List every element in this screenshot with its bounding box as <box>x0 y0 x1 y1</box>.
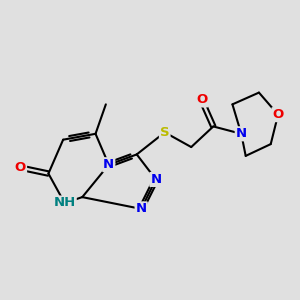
Text: N: N <box>236 127 247 140</box>
Text: N: N <box>103 158 114 171</box>
Text: N: N <box>150 173 161 186</box>
Text: NH: NH <box>53 196 76 209</box>
Text: N: N <box>136 202 147 215</box>
Text: S: S <box>160 126 169 139</box>
Text: O: O <box>196 93 207 106</box>
Text: O: O <box>272 108 284 121</box>
Text: O: O <box>15 161 26 174</box>
